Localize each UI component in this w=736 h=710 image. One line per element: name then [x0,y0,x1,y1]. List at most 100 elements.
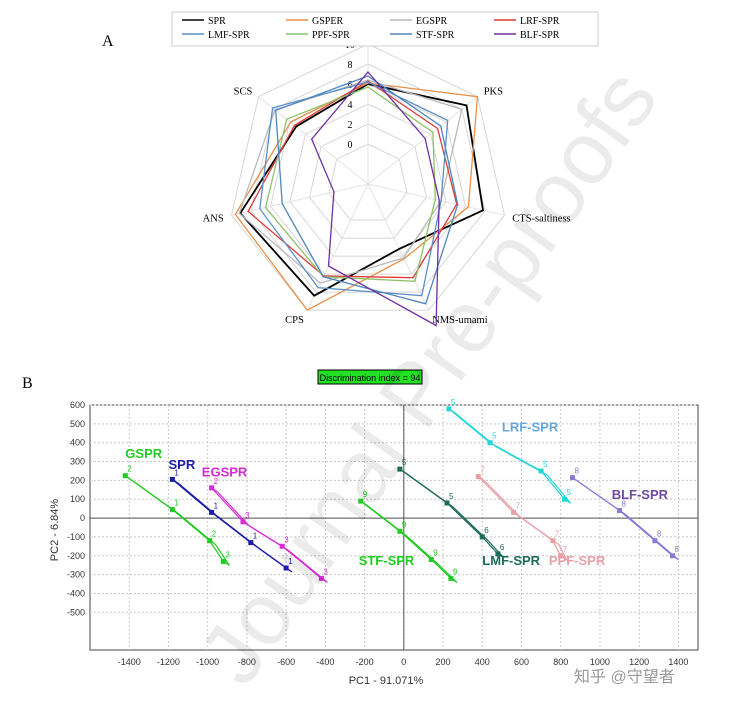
radar-series-ppf-spr [264,86,436,282]
pca-point [448,575,454,581]
pca-point-label: 5 [543,460,548,469]
pca-group-label: SPR [169,457,196,472]
pca-x-tick-label: -200 [356,657,374,667]
pca-x-tick-label: 800 [553,657,568,667]
pca-point-label: 6 [484,526,489,535]
radar-legend-label: BLF-SPR [520,30,560,41]
pca-point [538,468,544,474]
pca-point [358,498,364,504]
pca-point [479,534,485,540]
radar-legend: SPR GSPER EGSPR LRF-SPR LMF-SPR PPF-SPR STF-SP… [171,11,599,47]
pca-group-label: PPF-SPR [549,553,606,568]
pca-x-tick-label: -600 [277,657,295,667]
pca-y-tick-label: -400 [67,588,85,598]
radar-tick-label: 0 [348,140,353,151]
pca-point [558,553,564,559]
radar-series-blf-spr [310,70,440,327]
pca-y-tick-label: 400 [70,438,85,448]
panel-b-label: B [22,375,33,392]
pca-point-label: 1 [214,501,219,510]
pca-point [652,538,658,544]
pca-title-box [317,369,423,385]
pca-x-tick-label: 400 [475,657,490,667]
pca-point-label: 8 [657,530,662,539]
pca-point [475,474,481,480]
pca-point [279,543,285,549]
pca-point-label: 3 [245,511,250,520]
radar-axis-label: SCS [234,87,253,98]
pca-point [511,509,517,515]
radar-series-stf-spr [275,75,459,305]
radar-series-egspr [238,79,463,284]
pca-x-tick-label: -400 [316,657,334,667]
pca-x-tick-label: -800 [238,657,256,667]
pca-cluster-outline [572,477,679,561]
pca-point-label: 2 [127,465,132,474]
pca-x-tick-label: 1200 [629,657,649,667]
pca-point [248,540,254,546]
radar-spoke [367,183,430,311]
panel-a-label: A [102,33,114,50]
pca-point-label: 2 [212,530,217,539]
pca-x-tick-label: 200 [436,657,451,667]
radar-grid-ring [230,43,506,311]
pca-point-label: 5 [567,488,572,497]
pca-title: Discrimination index = 94 [320,373,421,383]
pca-point-label: 8 [575,467,580,476]
pca-cluster-outline [399,468,505,559]
pca-point-label: 5 [451,398,456,407]
pca-point-label: 9 [453,567,458,576]
pca-x-tick-label: 1000 [590,657,610,667]
radar-axis-label: CTS-saltiness [512,213,570,224]
radar-axis-label: CPS [285,315,304,326]
pca-series-spr: 1 1 1 1 [169,468,293,573]
pca-point [446,406,452,412]
radar-axis-label: PKS [484,87,503,98]
pca-point-label: 7 [480,466,485,475]
watermark-credit: 知乎 @守望者 [574,668,675,686]
pca-group-label: BLF-SPR [612,487,669,502]
pca-x-tick-label: -1200 [157,657,180,667]
radar-legend-label: STF-SPR [416,30,455,41]
pca-point-label: 3 [323,567,328,576]
pca-chart: Discrimination index = 94 -1400 -1200 -100… [49,369,699,687]
pca-point [169,476,175,482]
pca-group-labels: GSPR SPR EGSPR LRF-SPR BLF-SPR STF-SPR LMF-SPR… [125,419,668,568]
pca-point-label: 1 [174,468,179,477]
pca-y-tick-label: -300 [67,570,85,580]
pca-y-tick-label: 500 [70,419,85,429]
radar-grid-ring [328,143,408,221]
pca-point-label: 8 [622,500,627,509]
pca-point-label: 1 [253,532,258,541]
pca-point-label: 7 [516,501,521,510]
pca-group-label: EGSPR [202,465,248,480]
pca-point [428,557,434,562]
pca-group-label: GSPR [125,446,162,461]
pca-y-tick-label: -100 [67,532,85,542]
radar-legend-label: PPF-SPR [312,30,350,41]
pca-x-tick-label: 1400 [668,657,688,667]
pca-point [562,496,568,502]
pca-series-lmf-spr: 5 5 6 6 [397,458,505,559]
pca-group-label: LMF-SPR [482,553,540,568]
pca-point [209,509,215,515]
pca-x-tick-label: 0 [401,657,406,667]
pca-point-label: 1 [288,557,293,566]
pca-point-label: 7 [563,545,568,554]
pca-cluster-outline [211,487,328,583]
radar-grid-ring [308,123,428,239]
pca-point-label: 7 [555,530,560,539]
pca-point [670,553,675,559]
pca-cluster-outline [360,500,458,583]
pca-point-label: 6 [500,543,505,552]
radar-spoke [258,96,369,185]
radar-chart: 0246810AHS-sournessPKSCTS-saltinessNMS-u… [171,11,599,327]
pca-cluster-outline [448,408,572,504]
radar-tick-label: 4 [348,100,353,111]
radar-legend-label: GSPER [312,16,343,27]
pca-point-label: 3 [284,535,289,544]
pca-y-tick-label: 100 [70,494,85,504]
pca-point-label: 3 [225,550,230,559]
